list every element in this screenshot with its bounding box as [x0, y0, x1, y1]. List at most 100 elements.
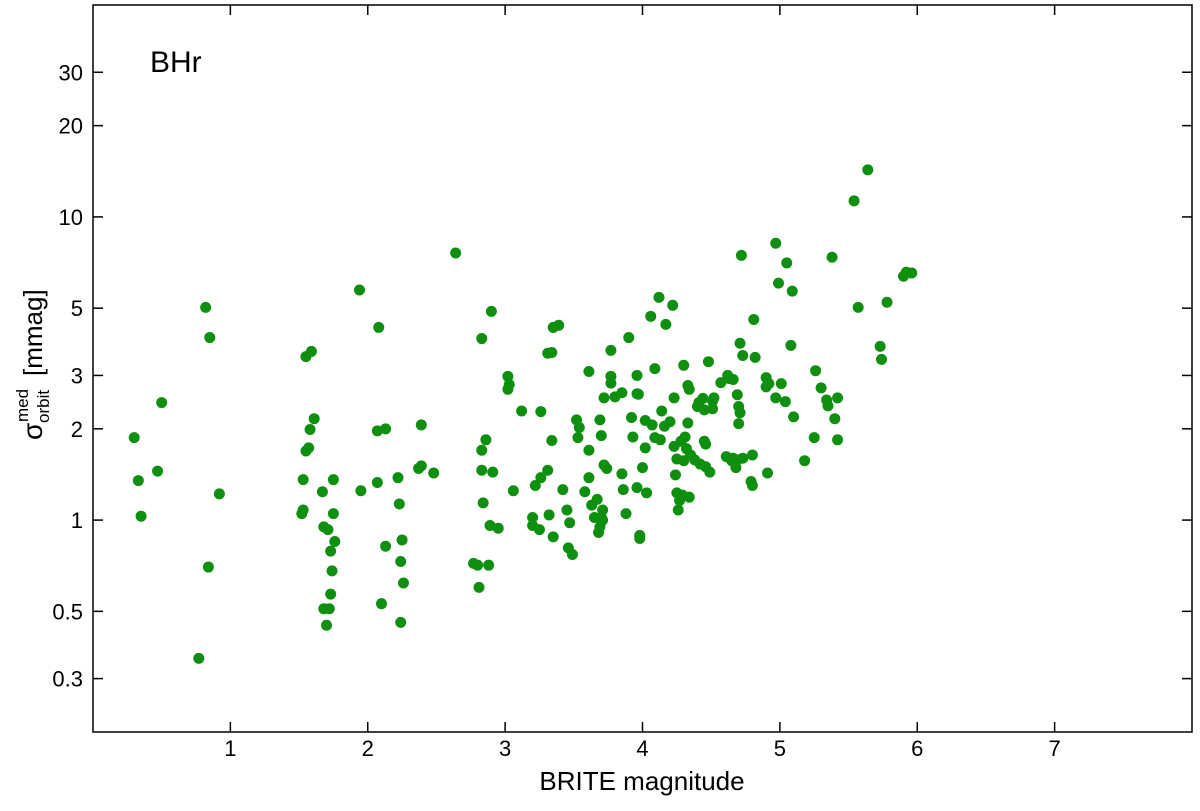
- point: [697, 392, 709, 404]
- point: [329, 535, 341, 547]
- point: [371, 425, 383, 437]
- point: [734, 407, 746, 419]
- point: [326, 565, 338, 577]
- point: [646, 419, 658, 431]
- point: [770, 392, 782, 404]
- point: [415, 460, 427, 472]
- point: [583, 444, 595, 456]
- y-tick-label: 3: [71, 363, 83, 388]
- x-tick-label: 3: [499, 736, 511, 761]
- point: [200, 301, 212, 313]
- point: [832, 392, 844, 404]
- point: [862, 164, 874, 176]
- point: [327, 474, 339, 486]
- point: [557, 484, 569, 496]
- point: [564, 517, 576, 529]
- point: [566, 549, 578, 561]
- point: [874, 340, 886, 352]
- point: [788, 411, 800, 423]
- x-tick-label: 5: [774, 736, 786, 761]
- point: [672, 504, 684, 516]
- point: [781, 257, 793, 269]
- point: [660, 318, 672, 330]
- point: [373, 321, 385, 333]
- point: [762, 467, 774, 479]
- point: [746, 480, 758, 492]
- point: [822, 400, 834, 412]
- y-tick-label: 10: [59, 205, 83, 230]
- point: [323, 603, 335, 615]
- y-tick-label: 0.5: [52, 599, 83, 624]
- plot-frame: [92, 4, 1193, 733]
- point: [631, 369, 643, 381]
- point: [543, 509, 555, 521]
- point: [354, 284, 366, 296]
- point: [395, 556, 407, 568]
- point: [598, 392, 610, 404]
- x-tick-label: 2: [362, 736, 374, 761]
- point: [775, 378, 787, 390]
- point: [591, 493, 603, 505]
- point: [529, 480, 541, 492]
- point: [396, 534, 408, 546]
- point: [553, 319, 565, 331]
- point: [322, 524, 334, 536]
- point: [707, 403, 719, 415]
- point: [502, 383, 514, 395]
- point: [595, 430, 607, 442]
- point: [480, 434, 492, 446]
- point: [682, 417, 694, 429]
- point: [737, 350, 749, 362]
- point: [476, 333, 488, 345]
- point: [325, 545, 337, 557]
- point: [785, 339, 797, 351]
- point: [848, 195, 860, 207]
- point: [702, 356, 714, 368]
- point: [605, 344, 617, 356]
- point: [193, 652, 205, 664]
- point: [355, 485, 367, 497]
- point: [735, 249, 747, 261]
- point: [698, 404, 710, 416]
- point: [620, 508, 632, 520]
- point: [546, 435, 558, 447]
- point: [746, 449, 758, 461]
- point: [649, 363, 661, 375]
- y-label-unit: [mmag]: [18, 289, 48, 376]
- point: [375, 598, 387, 610]
- y-tick-label: 1: [71, 508, 83, 533]
- y-tick-label: 0.3: [52, 667, 83, 692]
- point: [683, 383, 695, 395]
- y-label-superscript: med: [13, 389, 32, 422]
- x-tick-label: 1: [224, 736, 236, 761]
- point: [594, 414, 606, 426]
- point: [397, 577, 409, 589]
- y-tick-label: 2: [71, 417, 83, 442]
- point: [305, 345, 317, 357]
- point: [535, 406, 547, 418]
- point: [727, 373, 739, 385]
- point: [542, 464, 554, 476]
- point: [826, 251, 838, 263]
- point: [733, 418, 745, 430]
- point: [325, 588, 337, 600]
- point: [626, 411, 638, 423]
- point: [561, 504, 573, 516]
- point: [656, 405, 668, 417]
- point: [393, 498, 405, 510]
- point: [392, 472, 404, 484]
- point: [321, 619, 333, 631]
- point: [303, 442, 315, 454]
- point: [308, 413, 320, 425]
- point: [415, 419, 427, 431]
- x-axis-label: BRITE magnitude: [539, 766, 744, 796]
- point: [135, 510, 147, 522]
- point: [668, 392, 680, 404]
- point: [799, 455, 811, 467]
- point: [535, 472, 547, 484]
- y-tick-label: 30: [59, 60, 83, 85]
- point: [832, 434, 844, 446]
- point: [395, 616, 407, 628]
- point: [583, 366, 595, 378]
